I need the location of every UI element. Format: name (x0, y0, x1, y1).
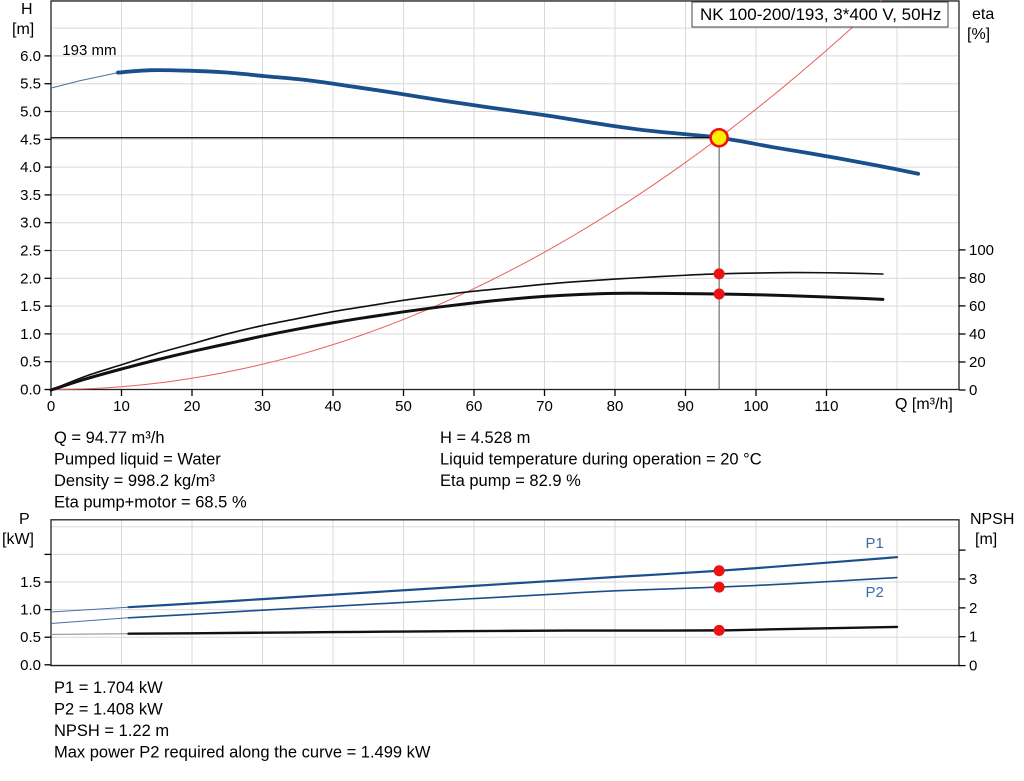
svg-text:0: 0 (47, 398, 55, 415)
svg-text:100: 100 (743, 398, 768, 415)
svg-text:Q [m³/h]: Q [m³/h] (895, 396, 953, 413)
svg-text:0.5: 0.5 (20, 629, 41, 646)
svg-text:1.0: 1.0 (20, 602, 41, 619)
svg-text:10: 10 (113, 398, 130, 415)
svg-text:H = 4.528 m: H = 4.528 m (440, 429, 530, 447)
svg-text:3.5: 3.5 (20, 187, 41, 204)
svg-text:Density = 998.2 kg/m³: Density = 998.2 kg/m³ (54, 472, 215, 490)
svg-text:3.0: 3.0 (20, 215, 41, 232)
svg-text:100: 100 (969, 242, 994, 259)
svg-text:1.0: 1.0 (20, 326, 41, 343)
svg-text:40: 40 (969, 326, 986, 343)
svg-text:193 mm: 193 mm (62, 42, 116, 59)
svg-text:H: H (21, 1, 33, 18)
svg-text:Eta pump+motor = 68.5 %: Eta pump+motor = 68.5 % (54, 494, 247, 512)
svg-text:1: 1 (969, 629, 977, 646)
svg-text:[m]: [m] (975, 531, 997, 548)
svg-text:5.5: 5.5 (20, 76, 41, 93)
svg-text:2.5: 2.5 (20, 243, 41, 260)
svg-text:1.5: 1.5 (20, 298, 41, 315)
svg-text:P2: P2 (866, 584, 884, 601)
svg-text:80: 80 (607, 398, 624, 415)
svg-text:0: 0 (969, 658, 977, 675)
svg-text:5.0: 5.0 (20, 104, 41, 121)
svg-text:6.0: 6.0 (20, 48, 41, 65)
svg-text:[kW]: [kW] (2, 531, 34, 548)
svg-text:110: 110 (815, 398, 839, 415)
svg-text:0: 0 (969, 382, 977, 399)
svg-text:4.0: 4.0 (20, 159, 41, 176)
svg-text:P1: P1 (866, 535, 884, 552)
svg-text:60: 60 (969, 298, 986, 315)
svg-text:[%]: [%] (967, 26, 990, 43)
svg-text:NPSH: NPSH (970, 511, 1014, 528)
svg-text:20: 20 (184, 398, 201, 415)
svg-text:60: 60 (466, 398, 483, 415)
svg-text:30: 30 (254, 398, 271, 415)
svg-text:Liquid temperature during oper: Liquid temperature during operation = 20… (440, 451, 762, 469)
svg-text:2: 2 (969, 600, 977, 617)
svg-text:eta: eta (972, 6, 994, 23)
svg-text:[m]: [m] (12, 21, 34, 38)
svg-text:P: P (19, 511, 30, 528)
svg-text:NPSH = 1.22 m: NPSH = 1.22 m (54, 722, 169, 740)
svg-text:2.0: 2.0 (20, 270, 41, 287)
svg-text:3: 3 (969, 571, 977, 588)
svg-text:P2 = 1.408 kW: P2 = 1.408 kW (54, 701, 163, 719)
svg-text:90: 90 (677, 398, 694, 415)
svg-text:1.5: 1.5 (20, 574, 41, 591)
svg-text:Q = 94.77 m³/h: Q = 94.77 m³/h (54, 429, 165, 447)
svg-text:0.0: 0.0 (20, 657, 41, 674)
svg-text:20: 20 (969, 354, 986, 371)
svg-text:4.5: 4.5 (20, 131, 41, 148)
svg-text:Max power P2 required along th: Max power P2 required along the curve = … (54, 744, 431, 762)
svg-text:0.0: 0.0 (20, 382, 41, 399)
svg-text:NK 100-200/193, 3*400 V, 50Hz: NK 100-200/193, 3*400 V, 50Hz (700, 5, 941, 24)
svg-text:80: 80 (969, 270, 986, 287)
svg-text:50: 50 (395, 398, 412, 415)
svg-text:Pumped liquid = Water: Pumped liquid = Water (54, 451, 221, 469)
svg-text:Eta pump = 82.9 %: Eta pump = 82.9 % (440, 472, 581, 490)
svg-text:40: 40 (325, 398, 342, 415)
svg-text:P1 = 1.704 kW: P1 = 1.704 kW (54, 679, 163, 697)
svg-text:0.5: 0.5 (20, 354, 41, 371)
svg-text:70: 70 (536, 398, 553, 415)
